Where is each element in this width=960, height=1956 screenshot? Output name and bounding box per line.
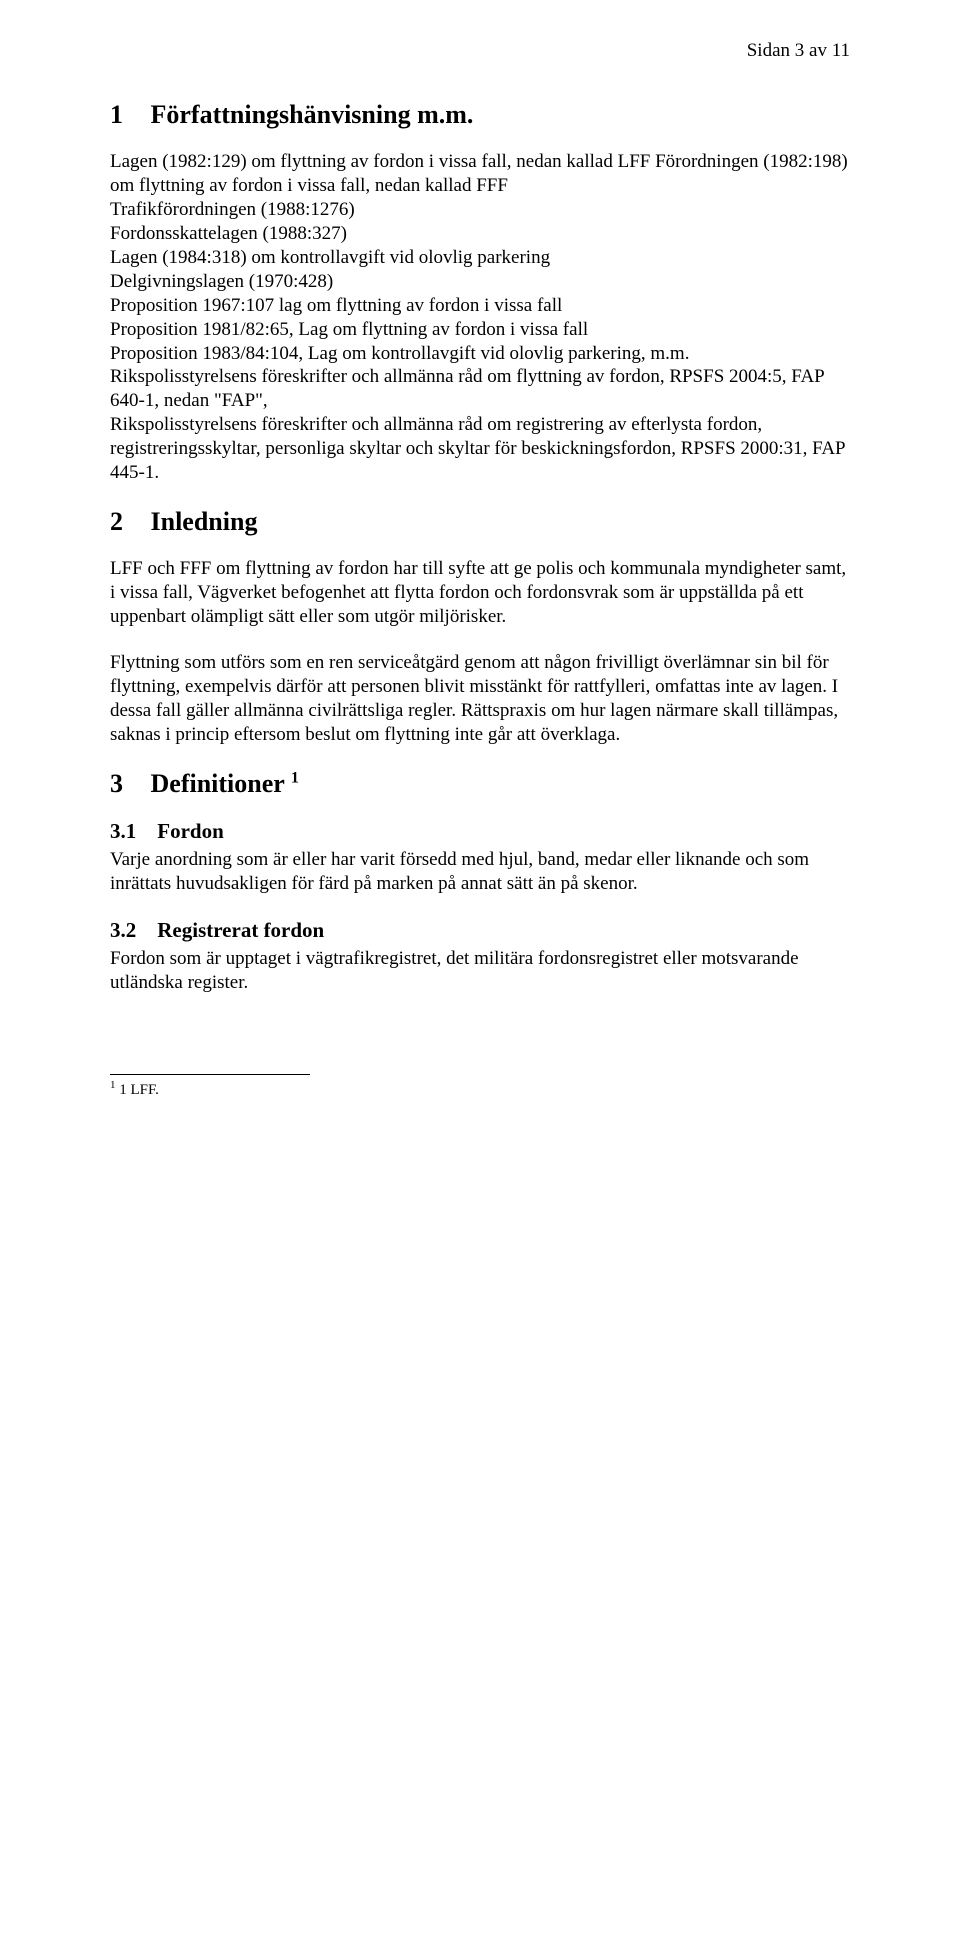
section-3-2-heading: 3.2 Registrerat fordon	[110, 918, 850, 943]
section-1-heading: 1 Författningshänvisning m.m.	[110, 100, 850, 130]
section-2-title: Inledning	[151, 507, 258, 536]
footnote-separator	[110, 1074, 310, 1075]
footnote-1-text: 1 LFF.	[116, 1082, 159, 1098]
page-container: Sidan 3 av 11 1 Författningshänvisning m…	[0, 0, 960, 1160]
section-3-footnote-ref: 1	[291, 769, 299, 786]
section-3-1-body: Varje anordning som är eller har varit f…	[110, 848, 850, 896]
section-3-title: Definitioner	[151, 769, 285, 798]
section-3-2-num: 3.2	[110, 918, 152, 943]
section-3-heading: 3 Definitioner 1	[110, 769, 850, 799]
section-1-body: Lagen (1982:129) om flyttning av fordon …	[110, 150, 850, 485]
section-3-2-title: Registrerat fordon	[157, 918, 324, 942]
section-2-num: 2	[110, 507, 144, 537]
section-1-num: 1	[110, 100, 144, 130]
section-3-1-heading: 3.1 Fordon	[110, 819, 850, 844]
section-3-1-num: 3.1	[110, 819, 152, 844]
footnote-1: 1 1 LFF.	[110, 1079, 850, 1100]
section-3-2-body: Fordon som är upptaget i vägtrafikregist…	[110, 947, 850, 995]
section-3-1-title: Fordon	[157, 819, 224, 843]
section-3-num: 3	[110, 769, 144, 799]
section-1-title: Författningshänvisning m.m.	[151, 100, 474, 129]
section-2-p2: Flyttning som utförs som en ren serviceå…	[110, 651, 850, 747]
section-2-heading: 2 Inledning	[110, 507, 850, 537]
page-number: Sidan 3 av 11	[110, 40, 850, 62]
section-2-p1: LFF och FFF om flyttning av fordon har t…	[110, 557, 850, 629]
